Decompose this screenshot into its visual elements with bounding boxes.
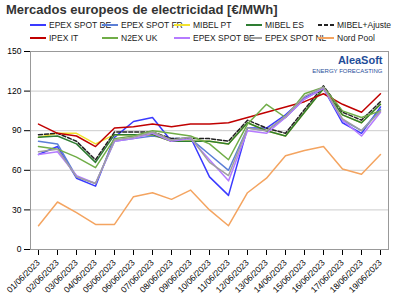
svg-text:04/06/2023: 04/06/2023 xyxy=(61,257,99,295)
svg-text:90: 90 xyxy=(12,125,22,135)
html-text:N2EX UK: N2EX UK xyxy=(121,33,158,43)
svg-text:02/06/2023: 02/06/2023 xyxy=(23,257,61,295)
svg-text:14/06/2023: 14/06/2023 xyxy=(251,257,289,295)
svg-text:11/06/2023: 11/06/2023 xyxy=(195,257,232,295)
svg-text:30: 30 xyxy=(12,205,22,215)
svg-text:18/06/2023: 18/06/2023 xyxy=(327,257,365,295)
html-text:Mercados europeos de electrici: Mercados europeos de electricidad [€/MWh… xyxy=(6,2,278,17)
html-text:MIBEL+Ajuste: MIBEL+Ajuste xyxy=(337,20,392,30)
html-text:EPEX SPOT FR: EPEX SPOT FR xyxy=(121,20,183,30)
svg-text:01/06/2023: 01/06/2023 xyxy=(4,257,42,295)
svg-text:120: 120 xyxy=(7,86,21,96)
html-text:EPEX SPOT NL: EPEX SPOT NL xyxy=(265,33,327,43)
html-text:MIBEL PT: MIBEL PT xyxy=(193,20,232,30)
svg-text:15/06/2023: 15/06/2023 xyxy=(270,257,308,295)
svg-text:09/06/2023: 09/06/2023 xyxy=(156,257,194,295)
svg-text:03/06/2023: 03/06/2023 xyxy=(42,257,80,295)
svg-text:16/06/2023: 16/06/2023 xyxy=(289,257,327,295)
svg-text:07/06/2023: 07/06/2023 xyxy=(118,257,156,295)
svg-text:AleaSoft: AleaSoft xyxy=(338,54,383,66)
svg-text:17/06/2023: 17/06/2023 xyxy=(308,257,346,295)
svg-text:08/06/2023: 08/06/2023 xyxy=(137,257,175,295)
svg-text:0: 0 xyxy=(17,244,22,254)
html-text:IPEX IT: IPEX IT xyxy=(49,33,79,43)
svg-text:06/06/2023: 06/06/2023 xyxy=(99,257,137,295)
html-text:EPEX SPOT DE: EPEX SPOT DE xyxy=(49,20,112,30)
svg-text:05/06/2023: 05/06/2023 xyxy=(80,257,118,295)
svg-text:12/06/2023: 12/06/2023 xyxy=(213,257,251,295)
svg-text:150: 150 xyxy=(7,46,21,56)
svg-text:13/06/2023: 13/06/2023 xyxy=(232,257,270,295)
html-text:Nord Pool: Nord Pool xyxy=(337,33,375,43)
html-text:EPEX SPOT BE: EPEX SPOT BE xyxy=(193,33,255,43)
svg-text:10/06/2023: 10/06/2023 xyxy=(175,257,213,295)
html-text:MIBEL ES: MIBEL ES xyxy=(265,20,304,30)
svg-text:ENERGY FORECASTING: ENERGY FORECASTING xyxy=(312,68,383,74)
svg-text:60: 60 xyxy=(12,165,22,175)
svg-text:19/06/2023: 19/06/2023 xyxy=(347,257,384,294)
